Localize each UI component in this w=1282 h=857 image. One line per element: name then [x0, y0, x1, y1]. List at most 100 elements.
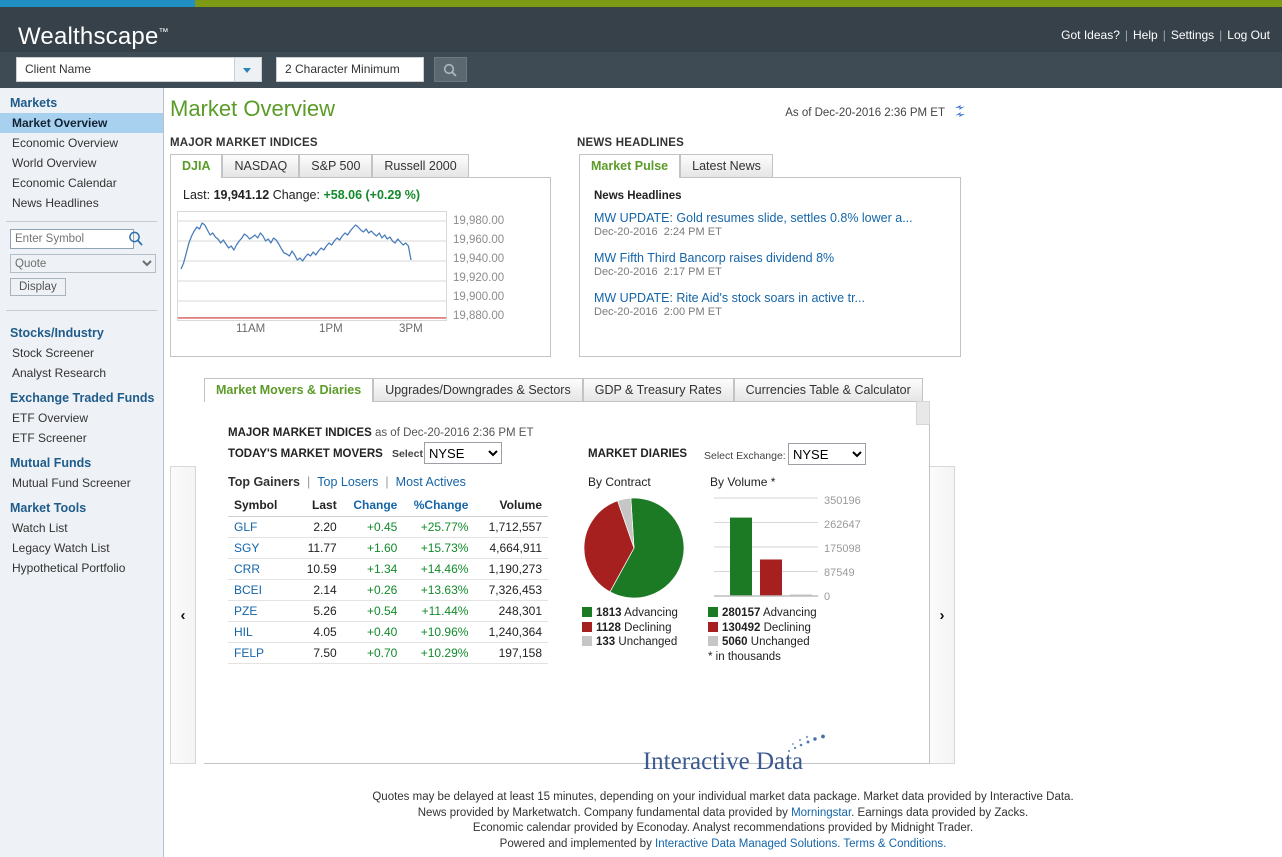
col-pct-change[interactable]: %Change: [403, 495, 475, 517]
last-label: Last:: [183, 188, 211, 202]
cell-symbol[interactable]: GLF: [228, 516, 293, 538]
sidebar-item-analyst-research[interactable]: Analyst Research: [12, 366, 107, 380]
cell-last: 2.20: [292, 516, 343, 538]
mover-tab-top-losers[interactable]: Top Losers: [317, 475, 379, 489]
index-quote-line: Last: 19,941.12 Change: +58.06 (+0.29 %): [183, 188, 420, 202]
cell-symbol[interactable]: FELP: [228, 642, 293, 664]
news-date-day: Dec-20-2016: [594, 306, 658, 318]
sidebar: Markets Market Overview Economic Overvie…: [0, 88, 164, 857]
cell-volume: 197,158: [474, 642, 548, 664]
by-contract-pie-chart: [583, 497, 685, 599]
bottom-indices-title: MAJOR MARKET INDICES as of Dec-20-2016 2…: [228, 427, 534, 439]
col-change[interactable]: Change: [342, 495, 404, 517]
sidebar-item-etf-screener[interactable]: ETF Screener: [12, 431, 87, 445]
legend-value-declining: 130492: [722, 621, 761, 634]
tab-market-pulse[interactable]: Market Pulse: [579, 154, 681, 178]
table-row[interactable]: GLF 2.20 +0.45 +25.77% 1,712,557: [228, 516, 548, 538]
news-link[interactable]: MW UPDATE: Gold resumes slide, settles 0…: [594, 211, 913, 225]
tab-nasdaq[interactable]: NASDAQ: [222, 154, 300, 178]
tab-russell-2000[interactable]: Russell 2000: [372, 154, 469, 178]
tab-djia[interactable]: DJIA: [170, 154, 223, 178]
bar-y-tick-label: 262647: [824, 519, 861, 531]
cell-pct-change: +10.96%: [403, 621, 475, 643]
cell-change: +0.45: [342, 516, 404, 538]
search-button[interactable]: [434, 57, 467, 82]
news-date: Dec-20-2016 2:24 PM ET: [594, 226, 954, 238]
sidebar-item-stock-screener[interactable]: Stock Screener: [12, 346, 95, 360]
symbol-input[interactable]: [10, 229, 134, 249]
footer-link-morningstar[interactable]: Morningstar: [791, 806, 852, 819]
col-symbol: Symbol: [228, 495, 293, 517]
cell-symbol[interactable]: SGY: [228, 537, 293, 559]
sidebar-item-hypothetical-portfolio[interactable]: Hypothetical Portfolio: [12, 561, 126, 575]
sidebar-item-etf-overview[interactable]: ETF Overview: [12, 411, 89, 425]
tab-market-movers-diaries[interactable]: Market Movers & Diaries: [204, 378, 374, 402]
content-area: Market Overview As of Dec-20-2016 2:36 P…: [164, 88, 1282, 857]
news-link[interactable]: MW UPDATE: Rite Aid's stock soars in act…: [594, 291, 865, 305]
legend-swatch-unchanged: [708, 636, 718, 646]
sidebar-item-economic-calendar[interactable]: Economic Calendar: [12, 176, 117, 190]
diaries-exchange-select[interactable]: NYSE: [788, 443, 866, 465]
client-name-combobox[interactable]: Client Name: [16, 57, 262, 82]
cell-symbol[interactable]: CRR: [228, 558, 293, 580]
movers-exchange-select[interactable]: NYSE: [424, 442, 502, 464]
utility-link-log-out[interactable]: Log Out: [1227, 28, 1270, 42]
mover-tab-top-gainers[interactable]: Top Gainers: [228, 475, 301, 489]
sidebar-item-legacy-watch-list[interactable]: Legacy Watch List: [12, 541, 110, 555]
table-row[interactable]: SGY 11.77 +1.60 +15.73% 4,664,911: [228, 537, 548, 559]
legend-value-advancing: 1813: [596, 607, 622, 619]
refresh-icon[interactable]: [953, 104, 967, 121]
cell-symbol[interactable]: PZE: [228, 600, 293, 622]
sidebar-item-market-overview[interactable]: Market Overview: [0, 113, 163, 133]
tab-gdp-treasury-rates[interactable]: GDP & Treasury Rates: [582, 378, 734, 402]
footer-link-terms[interactable]: Terms & Conditions.: [843, 837, 947, 850]
table-row[interactable]: PZE 5.26 +0.54 +11.44% 248,301: [228, 600, 548, 622]
sidebar-item-watch-list[interactable]: Watch List: [12, 521, 68, 535]
news-link[interactable]: MW Fifth Third Bancorp raises dividend 8…: [594, 251, 835, 265]
table-row[interactable]: BCEI 2.14 +0.26 +13.63% 7,326,453: [228, 579, 548, 601]
symbol-type-select[interactable]: Quote: [10, 254, 156, 273]
chevron-down-icon[interactable]: [234, 58, 261, 81]
sidebar-heading-stocks-industry: Stocks/Industry: [10, 326, 104, 340]
news-date-day: Dec-20-2016: [594, 266, 658, 278]
tab-upgrades-downgrades-sectors[interactable]: Upgrades/Downgrades & Sectors: [373, 378, 583, 402]
sidebar-item-economic-overview[interactable]: Economic Overview: [12, 136, 119, 150]
cell-pct-change: +14.46%: [403, 558, 475, 580]
as-of-timestamp: As of Dec-20-2016 2:36 PM ET: [785, 104, 967, 121]
utility-link-help[interactable]: Help: [1133, 28, 1158, 42]
carousel-next-button[interactable]: ›: [929, 466, 955, 764]
cell-last: 11.77: [292, 537, 343, 559]
legend-label-advancing: Advancing: [624, 607, 678, 619]
magnifier-icon[interactable]: [127, 230, 145, 251]
change-value: +58.06 (+0.29 %): [323, 188, 421, 202]
table-row[interactable]: CRR 10.59 +1.34 +14.46% 1,190,273: [228, 558, 548, 580]
mover-tab-most-actives[interactable]: Most Actives: [395, 475, 466, 489]
sidebar-item-world-overview[interactable]: World Overview: [12, 156, 97, 170]
table-row[interactable]: FELP 7.50 +0.70 +10.29% 197,158: [228, 642, 548, 664]
cell-change: +1.34: [342, 558, 404, 580]
symbol-lookup: [10, 229, 155, 249]
utility-link-settings[interactable]: Settings: [1170, 28, 1215, 42]
client-search-input[interactable]: 2 Character Minimum: [276, 57, 424, 82]
tab-currencies-table-calculator[interactable]: Currencies Table & Calculator: [733, 378, 923, 402]
tab-latest-news[interactable]: Latest News: [680, 154, 773, 178]
cell-pct-change: +13.63%: [403, 579, 475, 601]
display-button[interactable]: Display: [10, 278, 66, 296]
footer-link-ids[interactable]: Interactive Data Managed Solutions.: [655, 837, 841, 850]
cell-symbol[interactable]: HIL: [228, 621, 293, 643]
bottom-tabstrip: Market Movers & Diaries Upgrades/Downgra…: [204, 378, 923, 402]
nav-row: Client Name 2 Character Minimum Trade Se…: [0, 52, 1282, 140]
footer-text: News provided by Marketwatch. Company fu…: [417, 806, 792, 819]
cell-change: +0.40: [342, 621, 404, 643]
table-row[interactable]: HIL 4.05 +0.40 +10.96% 1,240,364: [228, 621, 548, 643]
sidebar-item-mutual-fund-screener[interactable]: Mutual Fund Screener: [12, 476, 131, 490]
sidebar-heading-etf: Exchange Traded Funds: [10, 391, 155, 405]
bar-y-tick-label: 0: [824, 591, 831, 603]
carousel-prev-button[interactable]: ‹: [170, 466, 196, 764]
footer-text: . Earnings data provided by Zacks.: [851, 806, 1029, 819]
sidebar-item-news-headlines[interactable]: News Headlines: [12, 196, 99, 210]
utility-link-got-ideas[interactable]: Got Ideas?: [1061, 28, 1120, 42]
tab-sp500[interactable]: S&P 500: [299, 154, 373, 178]
cell-symbol[interactable]: BCEI: [228, 579, 293, 601]
panel-scrollbar[interactable]: [916, 401, 930, 425]
